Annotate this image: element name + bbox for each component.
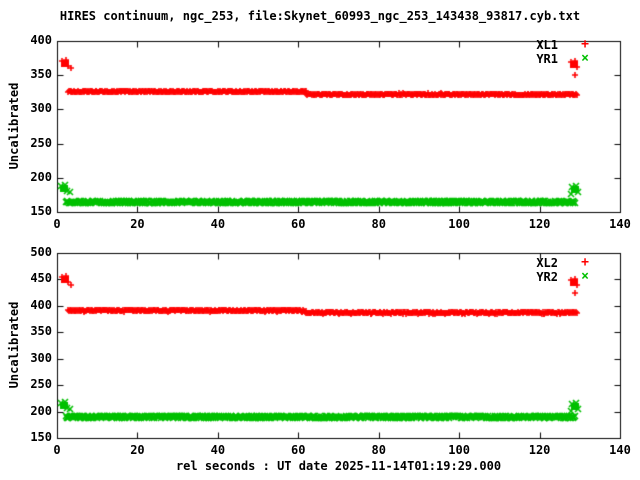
y-axis-label-bottom: Uncalibrated <box>7 301 21 389</box>
x-axis-label: rel seconds : UT date 2025-11-14T01:19:2… <box>175 459 502 473</box>
y-tick-label: 250 <box>30 377 52 392</box>
y-tick-label: 450 <box>30 271 52 286</box>
plus-marker-icon: + <box>581 37 589 52</box>
x-tick-label: 80 <box>371 217 386 231</box>
y-tick-label: 300 <box>30 101 52 116</box>
x-tick-label: 140 <box>609 443 631 457</box>
legend-top: XL1 + YR1 × <box>536 37 592 67</box>
legend-label-yr1: YR1 <box>536 52 558 66</box>
legend-entry-xl1: XL1 + <box>536 37 592 53</box>
legend-label-xl2: XL2 <box>536 256 558 270</box>
cross-marker-icon: × <box>581 51 589 66</box>
y-tick-label: 300 <box>30 350 52 365</box>
y-tick-label: 400 <box>30 33 52 47</box>
y-tick-label: 500 <box>30 245 52 259</box>
y-tick-label: 150 <box>30 204 52 218</box>
x-tick-label: 20 <box>130 443 145 457</box>
x-tick-label: 40 <box>210 443 226 457</box>
x-tick-label: 0 <box>53 443 61 457</box>
y-tick-label: 350 <box>30 324 52 339</box>
x-tick-label: 20 <box>130 217 145 231</box>
y-tick-label: 400 <box>30 297 52 312</box>
y-axis-label-top: Uncalibrated <box>7 82 21 170</box>
cross-marker-icon: × <box>581 269 589 284</box>
y-tick-label: 350 <box>30 67 52 82</box>
y-tick-label: 150 <box>30 430 52 444</box>
legend-entry-yr1: YR1 × <box>536 51 592 67</box>
x-tick-label: 60 <box>291 217 306 231</box>
y-tick-label: 250 <box>30 135 52 150</box>
x-tick-label: 0 <box>53 217 61 231</box>
x-tick-label: 80 <box>371 443 386 457</box>
y-tick-label: 200 <box>30 169 52 184</box>
x-tick-label: 120 <box>528 217 551 231</box>
x-tick-label: 120 <box>528 443 551 457</box>
legend-entry-yr2: YR2 × <box>536 269 592 285</box>
legend-entry-xl2: XL2 + <box>536 255 592 271</box>
plus-marker-icon: + <box>581 255 589 270</box>
x-tick-label: 100 <box>448 217 470 231</box>
x-tick-label: 40 <box>210 217 226 231</box>
x-tick-label: 100 <box>448 443 470 457</box>
x-tick-label: 140 <box>609 217 631 231</box>
legend-label-yr2: YR2 <box>536 270 558 284</box>
legend-bottom: XL2 + YR2 × <box>536 255 592 285</box>
chart-title: HIRES continuum, ngc_253, file:Skynet_60… <box>59 9 581 23</box>
y-tick-label: 200 <box>30 403 52 418</box>
legend-label-xl1: XL1 <box>536 38 558 52</box>
x-tick-label: 60 <box>291 443 306 457</box>
